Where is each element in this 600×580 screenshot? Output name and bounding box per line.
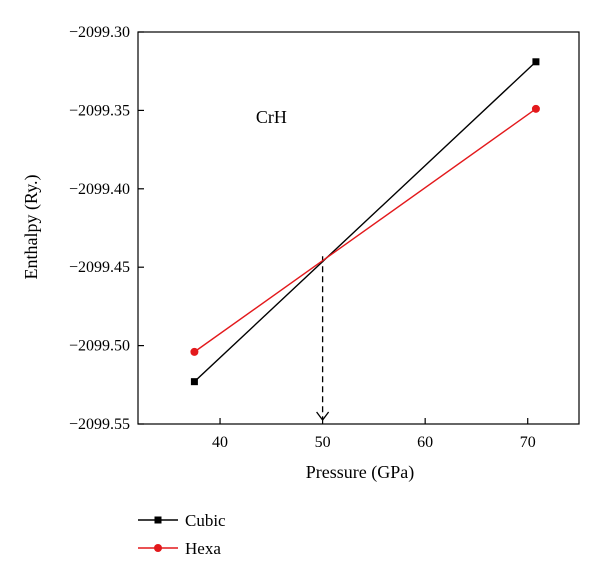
legend-item-hexa: Hexa xyxy=(138,539,221,558)
legend-label: Hexa xyxy=(185,539,221,558)
y-tick-label: −2099.40 xyxy=(69,181,130,198)
x-tick-label: 70 xyxy=(520,434,536,451)
x-axis-title: Pressure (GPa) xyxy=(306,462,414,483)
legend-item-cubic: Cubic xyxy=(138,511,226,530)
data-point-hexa xyxy=(190,347,199,356)
x-tick-label: 60 xyxy=(417,434,433,451)
axes: 40 50 60 70 −2099.30 −2099.35 −2099.40 −2099.45… xyxy=(69,24,580,451)
y-axis-title: Enthalpy (Ry.) xyxy=(21,174,42,279)
data-point-cubic xyxy=(532,58,540,66)
legend-swatch-marker xyxy=(154,516,162,524)
x-tick-label: 50 xyxy=(315,434,331,451)
legend-label: Cubic xyxy=(185,511,226,530)
series-line-cubic xyxy=(193,61,537,383)
x-tick-label: 40 xyxy=(212,434,228,451)
y-tick-label: −2099.45 xyxy=(69,259,130,276)
plot-marks xyxy=(190,58,540,422)
transition-arrowhead xyxy=(316,411,330,422)
y-tick-label: −2099.50 xyxy=(69,338,130,355)
y-tick-label: −2099.30 xyxy=(69,24,130,41)
legend: Cubic Hexa xyxy=(138,511,226,558)
y-tick-label: −2099.55 xyxy=(69,416,130,433)
series-line-hexa xyxy=(194,108,537,353)
legend-swatch-marker xyxy=(154,544,162,552)
data-point-hexa xyxy=(531,104,540,113)
y-tick-label: −2099.35 xyxy=(69,102,130,119)
plot-frame xyxy=(137,31,580,425)
chart-annotation: CrH xyxy=(256,107,287,127)
data-point-cubic xyxy=(190,378,198,386)
